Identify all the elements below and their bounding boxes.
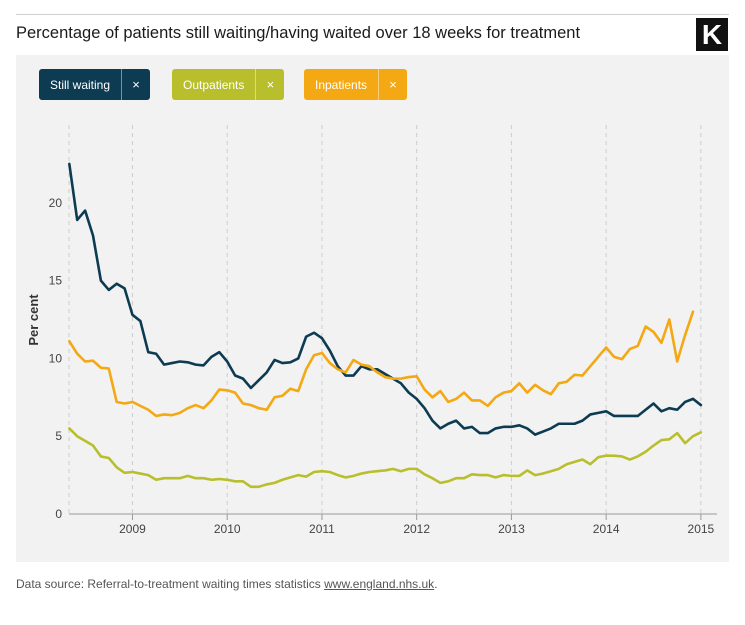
title-divider <box>16 14 729 15</box>
source-link[interactable]: www.england.nhs.uk <box>324 577 435 591</box>
legend-toggle-inpatients[interactable]: Inpatients × <box>304 69 408 100</box>
y-axis-label: Per cent <box>26 294 41 346</box>
kings-fund-logo: K <box>696 18 728 51</box>
source-text: Data source: Referral-to-treatment waiti… <box>16 577 325 591</box>
y-tick-label: 0 <box>55 507 62 521</box>
x-tick-label: 2014 <box>593 522 620 536</box>
y-tick-label: 5 <box>55 429 62 443</box>
y-tick-label: 10 <box>49 351 63 365</box>
chart-panel <box>16 55 729 562</box>
close-icon[interactable]: × <box>255 69 284 100</box>
close-icon[interactable]: × <box>378 69 407 100</box>
y-tick-label: 15 <box>49 274 63 288</box>
legend-toggle-outpatients[interactable]: Outpatients × <box>172 69 285 100</box>
x-tick-label: 2013 <box>498 522 525 536</box>
series-line-outpatients[interactable] <box>68 427 703 489</box>
legend-toggle-still-waiting[interactable]: Still waiting × <box>39 69 151 100</box>
data-source: Data source: Referral-to-treatment waiti… <box>16 577 438 591</box>
x-tick-label: 2011 <box>309 522 335 536</box>
x-tick-label: 2009 <box>119 522 146 536</box>
series-line-still-waiting[interactable] <box>68 162 703 436</box>
series-line-inpatients[interactable] <box>68 310 695 418</box>
legend-label-still-waiting: Still waiting <box>50 77 111 92</box>
x-tick-label: 2015 <box>688 522 715 536</box>
x-tick-label: 2010 <box>214 522 241 536</box>
chart-title: Percentage of patients still waiting/hav… <box>16 24 581 42</box>
legend-label-inpatients: Inpatients <box>315 77 368 92</box>
y-tick-label: 20 <box>49 196 63 210</box>
close-icon[interactable]: × <box>121 69 150 100</box>
source-suffix: . <box>434 577 438 591</box>
legend-label-outpatients: Outpatients <box>183 77 245 92</box>
x-tick-label: 2012 <box>403 522 430 536</box>
